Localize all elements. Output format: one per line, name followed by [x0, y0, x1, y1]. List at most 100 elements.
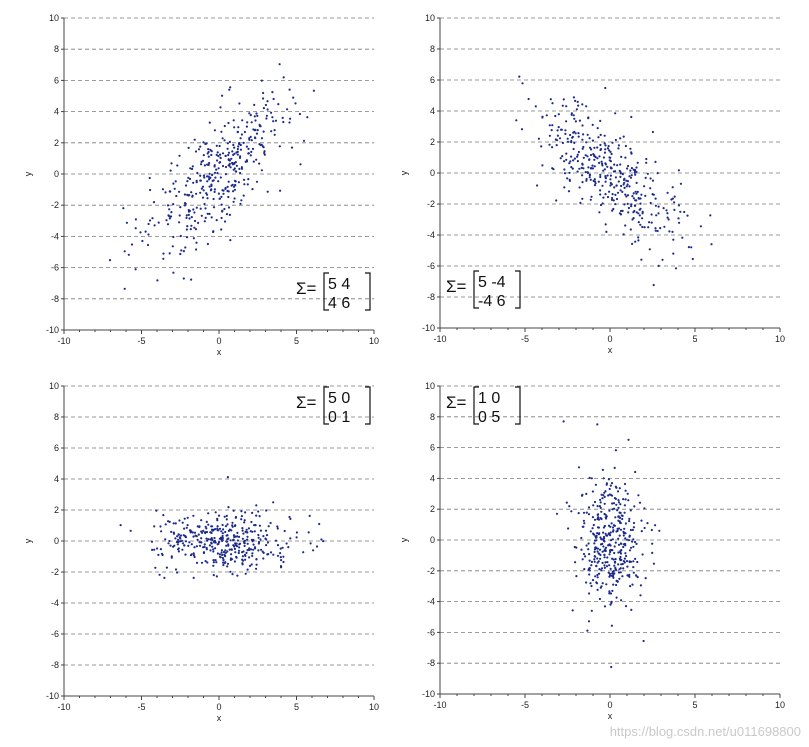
data-point [618, 487, 621, 490]
data-point [237, 126, 240, 129]
data-point [619, 213, 623, 216]
data-point [632, 566, 635, 569]
data-point [597, 513, 600, 516]
data-point [212, 561, 215, 564]
data-point [596, 423, 599, 426]
data-point [601, 582, 604, 585]
data-point [627, 206, 631, 210]
data-point [251, 552, 254, 555]
data-point [207, 155, 210, 158]
data-point [221, 164, 225, 168]
data-point [277, 103, 280, 106]
data-point [230, 553, 233, 556]
data-point [219, 156, 222, 160]
data-point [266, 108, 269, 111]
y-tick-label: -4 [427, 597, 435, 607]
data-point [246, 568, 249, 571]
data-point [634, 557, 637, 561]
data-point [159, 548, 162, 551]
data-point [226, 476, 229, 479]
data-point [599, 498, 602, 501]
data-point [245, 145, 248, 148]
data-point [228, 528, 231, 531]
data-point [255, 158, 258, 161]
data-point [576, 100, 579, 103]
data-point [677, 217, 680, 220]
data-point [233, 126, 236, 129]
data-point [198, 541, 201, 544]
data-point [237, 181, 240, 184]
data-point [240, 199, 243, 202]
data-point [173, 187, 176, 190]
data-point [611, 209, 614, 212]
data-point [585, 492, 588, 495]
data-point [257, 510, 260, 513]
data-point [202, 189, 205, 192]
data-point [551, 146, 554, 149]
data-point [567, 190, 571, 193]
data-point [220, 551, 223, 554]
data-point [146, 243, 150, 247]
data-point [246, 535, 249, 538]
data-point [236, 531, 239, 535]
data-point [619, 571, 622, 574]
data-point [236, 574, 239, 577]
data-point [691, 257, 694, 261]
data-point [639, 197, 642, 200]
data-point [221, 94, 224, 97]
x-tick-label: -5 [521, 700, 529, 710]
data-point [240, 167, 244, 170]
data-point [604, 148, 607, 151]
data-point [616, 191, 620, 194]
y-tick-label: 8 [54, 44, 59, 54]
data-point [599, 586, 602, 589]
data-point [614, 112, 617, 115]
data-point [241, 551, 244, 554]
data-point [620, 542, 623, 545]
data-point [628, 535, 631, 538]
data-point [665, 209, 668, 212]
data-point [199, 145, 202, 148]
data-point [548, 124, 551, 127]
data-point [318, 522, 321, 526]
data-point [565, 158, 568, 161]
data-point [588, 173, 592, 176]
data-point [259, 538, 262, 541]
data-point [194, 150, 198, 153]
data-point [617, 147, 620, 150]
data-point [125, 221, 128, 224]
data-point [196, 171, 199, 175]
data-point [188, 194, 191, 197]
data-point [602, 494, 605, 497]
data-point [222, 561, 225, 564]
data-point [597, 572, 601, 575]
data-point [226, 142, 229, 145]
data-point [608, 509, 611, 512]
data-point [235, 151, 238, 154]
y-tick-label: 0 [54, 536, 59, 546]
data-point [240, 518, 243, 521]
data-point [239, 143, 242, 147]
data-point [570, 112, 574, 115]
data-point [238, 535, 241, 539]
data-point [148, 176, 151, 180]
data-point [608, 543, 611, 546]
data-point [282, 560, 285, 564]
x-tick-label: 0 [216, 702, 221, 712]
data-point [615, 530, 618, 533]
data-point [622, 567, 625, 570]
y-tick-label: 10 [425, 13, 435, 23]
data-point [212, 564, 215, 567]
data-point [545, 114, 548, 117]
data-point [233, 179, 237, 182]
data-point [643, 507, 646, 510]
data-point [596, 127, 599, 130]
data-point [216, 159, 219, 162]
data-point [602, 169, 605, 172]
data-point [628, 185, 631, 188]
matrix-row: -4 6 [478, 293, 506, 310]
data-point [267, 525, 270, 528]
data-point [232, 538, 235, 541]
data-point [168, 252, 171, 255]
data-point [278, 145, 281, 148]
